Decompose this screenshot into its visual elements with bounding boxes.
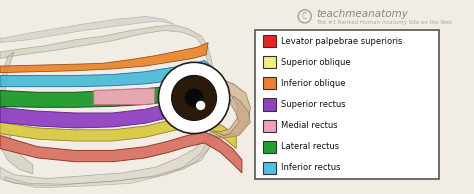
FancyBboxPatch shape (264, 162, 276, 174)
Polygon shape (0, 87, 225, 107)
FancyBboxPatch shape (255, 30, 439, 178)
Circle shape (172, 75, 217, 120)
Polygon shape (0, 43, 208, 73)
Text: Levator palpebrae superioris: Levator palpebrae superioris (281, 36, 402, 46)
Polygon shape (0, 115, 236, 149)
Text: Superior rectus: Superior rectus (281, 100, 346, 109)
FancyBboxPatch shape (264, 56, 276, 68)
FancyBboxPatch shape (264, 141, 276, 153)
Polygon shape (0, 132, 242, 173)
Text: teachmeanatomy: teachmeanatomy (316, 9, 408, 19)
Text: Lateral rectus: Lateral rectus (281, 142, 339, 151)
Text: Medial rectus: Medial rectus (281, 121, 338, 130)
Text: Superior oblique: Superior oblique (281, 58, 351, 67)
Polygon shape (0, 16, 173, 43)
FancyBboxPatch shape (264, 98, 276, 111)
Circle shape (185, 89, 203, 107)
Text: Inferior rectus: Inferior rectus (281, 164, 341, 172)
FancyBboxPatch shape (264, 77, 276, 89)
FancyBboxPatch shape (264, 35, 276, 47)
Text: The #1 Ranked Human Anatomy Site on the Web: The #1 Ranked Human Anatomy Site on the … (316, 20, 452, 25)
Polygon shape (0, 25, 214, 71)
FancyBboxPatch shape (264, 120, 276, 132)
Polygon shape (0, 61, 211, 87)
Text: C: C (302, 12, 307, 21)
Polygon shape (0, 87, 194, 129)
Polygon shape (94, 89, 155, 105)
Circle shape (158, 62, 230, 133)
Circle shape (196, 101, 205, 110)
Polygon shape (0, 52, 33, 174)
Polygon shape (0, 130, 214, 186)
Polygon shape (213, 79, 250, 135)
Polygon shape (5, 104, 220, 188)
Text: Inferior oblique: Inferior oblique (281, 79, 346, 88)
Polygon shape (208, 96, 250, 138)
